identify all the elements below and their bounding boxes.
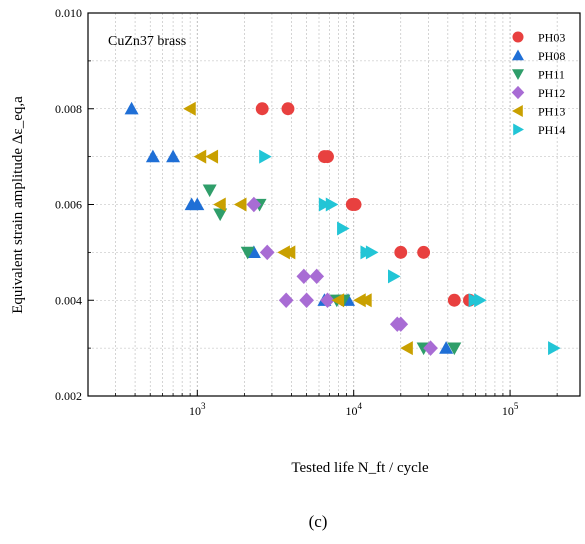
data-point [190, 197, 205, 211]
y-tick-label: 0.004 [55, 293, 82, 307]
legend-item-ph08: PH08 [512, 49, 565, 63]
data-point [393, 316, 409, 332]
data-point [474, 293, 487, 308]
legend-marker [511, 85, 525, 100]
data-point [417, 245, 431, 259]
legend-label: PH14 [538, 123, 565, 137]
legend-marker [512, 69, 524, 80]
series-ph03 [255, 102, 476, 307]
data-point [278, 292, 294, 308]
legend-item-ph13: PH13 [512, 105, 565, 119]
data-point [548, 341, 561, 356]
legend-marker [512, 49, 524, 61]
data-point [193, 149, 207, 164]
x-tick-label: 104 [345, 401, 362, 418]
legend-item-ph12: PH12 [511, 85, 565, 100]
figure-caption: (c) [309, 512, 328, 531]
data-point [281, 102, 295, 116]
data-point [299, 292, 314, 308]
y-tick-label: 0.006 [55, 198, 82, 212]
data-point [240, 246, 255, 260]
data-point [309, 268, 325, 285]
data-point [296, 268, 312, 285]
legend-label: PH11 [538, 68, 565, 82]
legend-item-ph14: PH14 [513, 123, 565, 137]
data-point [183, 101, 196, 116]
data-point [388, 269, 401, 284]
y-tick-label: 0.010 [55, 6, 82, 20]
data-point [321, 150, 334, 164]
data-point [348, 198, 362, 211]
data-point [255, 102, 269, 116]
legend-marker [513, 123, 524, 136]
data-point [359, 293, 372, 308]
data-point [259, 149, 272, 164]
x-tick-label: 103 [189, 401, 206, 418]
legend-label: PH03 [538, 31, 565, 45]
data-point [202, 184, 217, 198]
legend: PH03 PH08 PH11 PH12 PH13 PH14 [511, 31, 565, 137]
data-point [246, 245, 261, 258]
data-point [282, 245, 296, 260]
data-point [400, 341, 413, 356]
series-ph14 [259, 149, 561, 356]
data-point [259, 244, 275, 261]
data-point [331, 293, 345, 308]
legend-label: PH08 [538, 49, 565, 63]
data-point [320, 292, 335, 308]
data-point [213, 197, 226, 212]
data-point [213, 208, 228, 222]
data-point [423, 340, 438, 356]
chart-title: CuZn37 brass [108, 34, 186, 49]
data-point [145, 149, 160, 163]
data-point [166, 149, 181, 163]
series-ph08 [124, 101, 454, 354]
data-point [447, 342, 462, 356]
data-point [337, 221, 350, 236]
legend-label: PH12 [538, 86, 565, 100]
legend-marker [512, 31, 524, 43]
data-point [325, 197, 339, 212]
y-tick-label: 0.008 [55, 102, 82, 116]
legend-label: PH13 [538, 105, 565, 119]
data-point [246, 196, 262, 213]
axis-ticks: 103 104 105 0.002 0.004 0.006 0.008 0.010 [55, 6, 558, 418]
data-points [124, 101, 561, 356]
legend-marker [512, 105, 523, 117]
x-axis-title: Tested life N_ft / cycle [291, 460, 429, 476]
y-axis-title: Equivalent strain amplitude Δε_eq,a [10, 96, 26, 314]
data-point [318, 197, 332, 212]
data-point [124, 101, 139, 115]
data-point [394, 245, 408, 259]
legend-item-ph03: PH03 [512, 31, 565, 45]
y-tick-label: 0.002 [55, 389, 82, 403]
series-ph13 [183, 101, 413, 356]
legend-item-ph11: PH11 [512, 68, 565, 82]
data-point [447, 293, 461, 307]
data-point [439, 341, 454, 354]
series-ph11 [202, 184, 462, 356]
data-point [233, 197, 247, 212]
x-tick-label: 105 [502, 401, 519, 418]
data-point [205, 149, 219, 164]
data-point [365, 245, 379, 260]
series-ph12 [246, 196, 438, 356]
